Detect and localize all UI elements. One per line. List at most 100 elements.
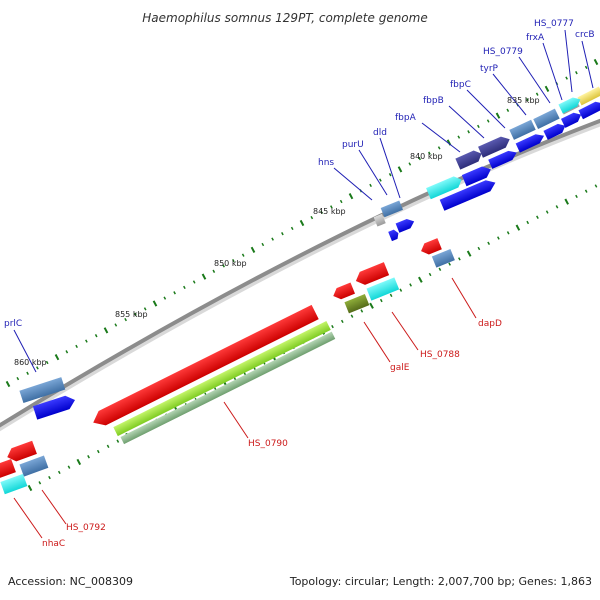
gene-label-hns[interactable]: hns [318,158,334,168]
gene-label-crcB[interactable]: crcB [575,30,595,40]
gene-HS-0790[interactable] [90,304,319,430]
gene-fbpB[interactable] [455,148,484,170]
gene-HS-0779-arrow[interactable] [543,121,567,140]
forward-strand-features [19,86,600,420]
inner-tick-50 [515,224,521,231]
gene-label-fbpB[interactable]: fbpB [423,96,444,106]
gene-label-frxA[interactable]: frxA [526,33,545,43]
gene-HS-0790-lime[interactable] [113,320,331,437]
gene-label-nhaC[interactable]: nhaC [42,539,65,549]
gene-HS-0792-b[interactable] [0,458,16,479]
outer-tick-49 [486,119,490,123]
outer-tick-51 [506,108,510,112]
tick-labels: 835 kbp 840 kbp 845 kbp 850 kbp 855 kbp … [14,96,540,367]
gene-fbpA[interactable] [426,174,464,200]
outer-tick-19 [192,280,196,284]
outer-tick-4 [45,360,49,365]
inner-tick-40 [418,276,423,283]
outer-tick-39 [388,173,392,177]
outer-tick-33 [330,205,333,209]
gene-galE-box[interactable] [344,294,370,314]
gene-HS-0792[interactable] [5,440,37,464]
outer-tick-2 [26,371,29,375]
inner-tick-55 [564,198,569,205]
forward-label-lines [13,29,594,373]
outer-tick-18 [183,285,186,290]
gene-frxA-fwd[interactable] [560,110,583,128]
outer-tick-44 [437,146,441,150]
gene-label-HS-0779[interactable]: HS_0779 [483,47,523,57]
gene-crcB[interactable] [577,86,600,106]
gene-label-tyrP[interactable]: tyrP [480,64,499,74]
gene-fbpA-arrow[interactable] [439,177,498,211]
inner-tick-48 [497,236,500,240]
gene-prlC[interactable] [19,377,66,404]
inner-tick-49 [506,231,510,235]
reverse-strand-features [0,238,455,495]
gene-label-galE[interactable]: galE [390,363,410,373]
gene-purU[interactable] [380,200,403,218]
gene-frxA[interactable] [558,95,582,114]
gene-galE[interactable] [331,282,355,302]
gene-label-fbpC[interactable]: fbpC [450,80,471,90]
gene-label-HS-0790[interactable]: HS_0790 [248,439,288,449]
outer-tick-27 [271,237,274,241]
gene-hns[interactable] [373,213,386,227]
inner-tick-34 [360,309,364,313]
gene-prlC-arrow[interactable] [32,393,77,420]
gene-HS-0792-box[interactable] [19,455,49,477]
gene-label-HS-0792[interactable]: HS_0792 [66,523,106,533]
tick-label-845: 845 kbp [313,207,346,216]
gene-label-dld[interactable]: dld [373,128,387,138]
gene-nhaC[interactable] [0,473,28,495]
gene-label-prlC[interactable]: prlC [4,319,22,329]
outer-tick-0 [5,380,11,388]
inner-tick-35 [369,302,374,309]
outer-tick-7 [75,344,78,349]
gene-HS-0779[interactable] [533,108,560,130]
gene-dld-arrow[interactable] [461,164,493,187]
gene-label-dapD[interactable]: dapD [478,319,502,329]
outer-tick-32 [320,210,323,214]
outer-tick-9 [94,334,98,338]
gene-HS-0788-box[interactable] [366,277,400,301]
gene-label-purU[interactable]: purU [342,140,364,150]
inner-tick-46 [477,246,481,251]
forward-labels: crcB HS_0777 frxA HS_0779 tyrP fbpC fbpB… [4,19,595,329]
outer-tick-6 [65,350,69,354]
gene-tyrP-arrow[interactable] [515,131,547,153]
outer-tick-48 [477,124,480,129]
outer-tick-3 [36,366,39,370]
outer-tick-25 [250,246,256,253]
ticks-layer [5,58,599,492]
inner-tick-53 [545,210,549,214]
inner-tick-8 [106,444,110,449]
inner-tick-33 [350,314,354,318]
inner-tick-38 [399,288,403,292]
gene-label-HS-0777[interactable]: HS_0777 [534,19,574,29]
gene-dapD[interactable] [419,238,442,257]
gene-hns-arrow[interactable] [388,229,400,242]
outer-tick-23 [232,258,235,263]
tick-label-860: 860 kbp [14,358,47,367]
gene-purU-arrow[interactable] [395,217,416,233]
inner-tick-1 [38,481,42,485]
gene-dapD-box[interactable] [431,249,455,268]
gene-label-fbpA[interactable]: fbpA [395,113,417,123]
gene-crcB-arrow[interactable] [578,99,600,120]
accession-label: Accession: NC_008309 [8,575,134,588]
outer-tick-46 [457,135,461,139]
outer-tick-40 [397,166,403,173]
gene-fbpC[interactable] [478,134,512,158]
outer-tick-60 [593,58,599,66]
gene-tyrP[interactable] [509,119,536,140]
gene-label-HS-0788[interactable]: HS_0788 [420,350,460,360]
gene-HS-0790-sage[interactable] [120,331,336,445]
gene-fbpC-arrow[interactable] [488,148,519,169]
inner-tick-56 [575,194,578,199]
gene-HS-0788[interactable] [353,262,390,287]
inner-tick-31 [331,324,334,329]
inner-tick-45 [466,250,472,257]
reverse-labels: dapD HS_0788 galE HS_0790 HS_0792 nhaC [42,319,502,549]
